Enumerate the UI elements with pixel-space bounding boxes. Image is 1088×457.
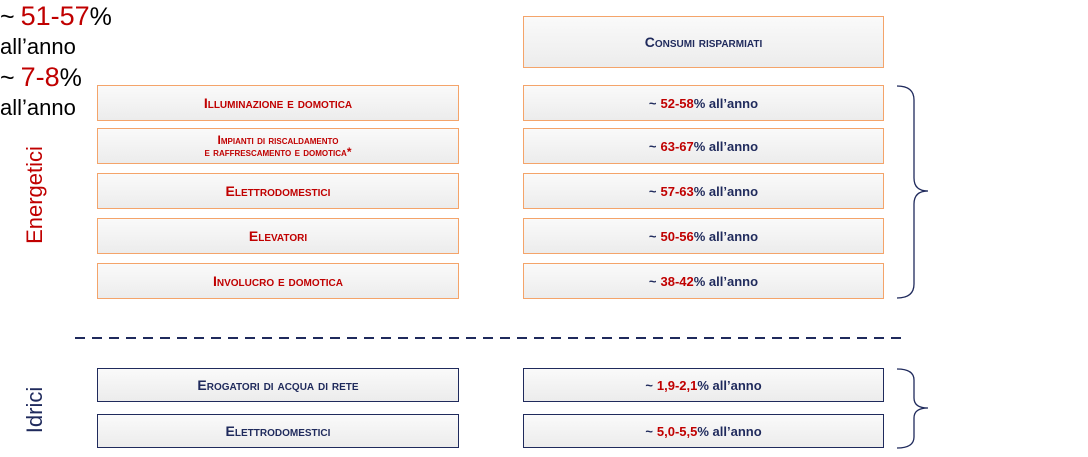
saving-prefix: ~: [645, 423, 653, 439]
item-box: Elettrodomestici: [97, 414, 459, 448]
saving-suffix: % all’anno: [693, 138, 759, 154]
item-box: Elettrodomestici: [97, 173, 459, 209]
item-name: Erogatori di acqua di rete: [197, 376, 359, 393]
item-name: Illuminazione e domotica: [203, 94, 353, 111]
saving-range: 50-56: [660, 228, 694, 244]
saving-range: 57-63: [660, 183, 694, 199]
group-label: Idrici: [22, 386, 47, 434]
saving-box: ~1,9-2,1% all’anno: [523, 368, 884, 402]
total-value: ~7-8%: [0, 61, 1088, 94]
saving-prefix: ~: [648, 273, 657, 289]
total-unit: %: [59, 64, 82, 92]
saving-prefix: ~: [648, 138, 657, 154]
saving-box: ~52-58% all’anno: [523, 85, 884, 121]
group-label: Energetici: [22, 146, 47, 244]
total-range: 51-57: [20, 1, 90, 31]
saving-range: 63-67: [660, 138, 694, 154]
saving-prefix: ~: [648, 228, 657, 244]
saving-suffix: % all’anno: [693, 273, 759, 289]
saving-range: 1,9-2,1: [656, 377, 698, 393]
total-prefix: ~: [0, 64, 15, 92]
total: ~7-8% all’anno: [0, 61, 1088, 122]
saving-prefix: ~: [648, 183, 657, 199]
saving-box: ~63-67% all’anno: [523, 128, 884, 164]
saving-suffix: % all’anno: [697, 377, 762, 393]
total-suffix: all’anno: [0, 95, 76, 120]
item-box: Illuminazione e domotica: [97, 85, 459, 121]
item-name: Elettrodomestici: [225, 182, 331, 199]
saving-prefix: ~: [645, 377, 653, 393]
saving-prefix: ~: [648, 95, 657, 111]
total-suffix: all’anno: [0, 34, 76, 59]
item-name: e raffrescamento e domotica*: [204, 145, 352, 159]
item-name: Involucro e domotica: [213, 272, 343, 289]
saving-suffix: % all’anno: [693, 183, 759, 199]
saving-range: 38-42: [660, 273, 694, 289]
item-name: Impianti di riscaldamento: [217, 133, 339, 147]
item-name: Elettrodomestici: [225, 422, 331, 439]
item-box: Impianti di riscaldamento e raffrescament…: [97, 128, 459, 164]
total-range: 7-8: [20, 62, 60, 92]
saving-range: 52-58: [660, 95, 694, 111]
brace: [896, 368, 929, 449]
brace: [896, 85, 929, 299]
saving-box: ~57-63% all’anno: [523, 173, 884, 209]
saving-suffix: % all’anno: [693, 95, 759, 111]
saving-suffix: % all’anno: [697, 423, 762, 439]
saving-range: 5,0-5,5: [656, 423, 698, 439]
total-prefix: ~: [0, 3, 15, 31]
total: ~51-57% all’anno: [0, 0, 1088, 61]
total-value: ~51-57%: [0, 0, 1088, 33]
saving-box: ~5,0-5,5% all’anno: [523, 414, 884, 448]
item-name: Elevatori: [248, 227, 308, 244]
item-box: Erogatori di acqua di rete: [97, 368, 459, 402]
item-box: Involucro e domotica: [97, 263, 459, 299]
total-unit: %: [89, 3, 112, 31]
saving-suffix: % all’anno: [693, 228, 759, 244]
item-box: Elevatori: [97, 218, 459, 254]
saving-box: ~38-42% all’anno: [523, 263, 884, 299]
saving-box: ~50-56% all’anno: [523, 218, 884, 254]
header: Consumi risparmiati: [644, 33, 763, 50]
header-box: Consumi risparmiati: [523, 16, 884, 68]
